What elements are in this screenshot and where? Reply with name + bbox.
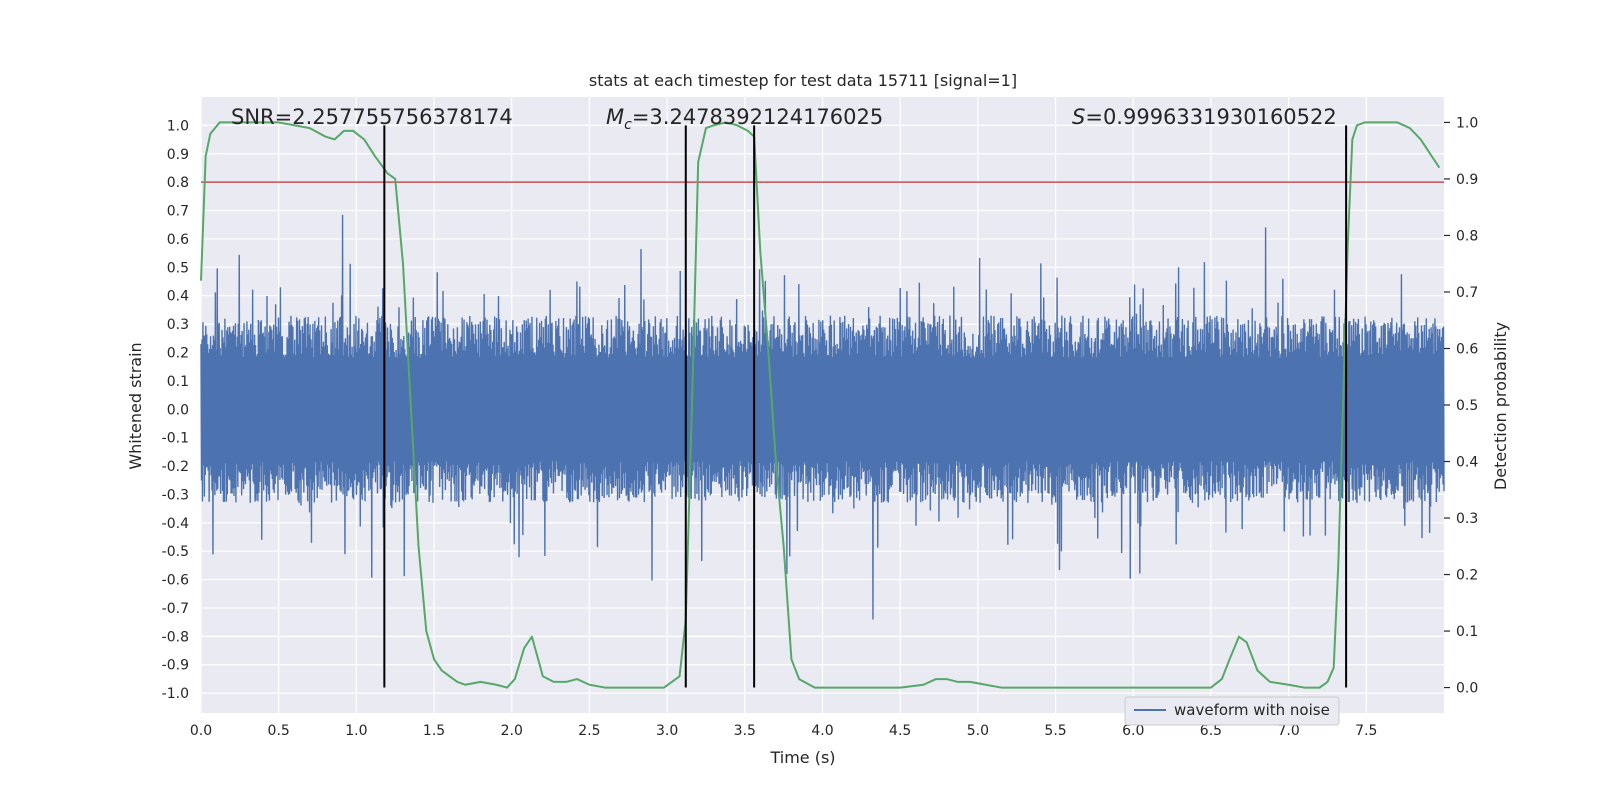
y-tick-label: 0.4: [167, 289, 189, 305]
x-axis-label: Time (s): [769, 748, 835, 767]
x-tick-label: 4.5: [889, 723, 911, 739]
chirp-mass-subscript: c: [624, 117, 632, 133]
y-tick-label: -0.9: [162, 658, 189, 674]
y-axis-ticks: 1.0 0.9 0.8 0.7 0.6 0.5 0.4 0.3 0.2 0.1 0.0 -0.1 -0.…: [162, 118, 189, 702]
y-right-tick-label: 0.5: [1456, 398, 1478, 414]
y-axis-label: Whitened strain: [126, 342, 145, 469]
y-right-tick-label: 0.9: [1456, 172, 1478, 188]
x-tick-label: 6.5: [1200, 723, 1222, 739]
y-right-axis-ticks: 1.0 0.9 0.8 0.7 0.6 0.5 0.4 0.3 0.2 0.1 0.0: [1444, 115, 1478, 697]
chirp-mass-symbol: M: [606, 105, 624, 129]
y-tick-label: 1.0: [167, 118, 189, 134]
y-right-tick-label: 0.0: [1456, 681, 1478, 697]
y-tick-label: -0.7: [162, 601, 189, 617]
x-tick-label: 1.5: [423, 723, 445, 739]
x-tick-label: 5.5: [1044, 723, 1066, 739]
y-tick-label: -0.2: [162, 459, 189, 475]
y-tick-label: -0.3: [162, 487, 189, 503]
chirp-mass-value: =3.2478392124176025: [632, 105, 883, 129]
x-tick-label: 5.0: [967, 723, 989, 739]
y-right-tick-label: 0.1: [1456, 624, 1478, 640]
y-right-tick-label: 0.2: [1456, 568, 1478, 584]
y-tick-label: -0.1: [162, 431, 189, 447]
y-right-tick-label: 0.3: [1456, 511, 1478, 527]
x-tick-label: 0.0: [190, 723, 212, 739]
x-tick-label: 7.0: [1277, 723, 1299, 739]
score-symbol: S: [1072, 105, 1085, 129]
y-right-tick-label: 0.7: [1456, 285, 1478, 301]
x-tick-label: 0.5: [268, 723, 290, 739]
y-right-tick-label: 0.4: [1456, 455, 1478, 471]
y-tick-label: 0.0: [167, 402, 189, 418]
y-right-axis-label: Detection probability: [1491, 322, 1510, 490]
detection-probability-layer: [200, 121, 1441, 689]
waveform-line: [200, 214, 1445, 620]
y-tick-label: -0.4: [162, 516, 189, 532]
y-tick-label: -1.0: [162, 686, 189, 702]
y-tick-label: 0.6: [167, 232, 189, 248]
legend: waveform with noise: [1124, 696, 1340, 726]
x-tick-label: 6.0: [1122, 723, 1144, 739]
y-right-tick-label: 0.8: [1456, 228, 1478, 244]
y-tick-label: -0.6: [162, 573, 189, 589]
waveform-series: [200, 214, 1445, 620]
y-tick-label: -0.5: [162, 544, 189, 560]
event-lines: [383, 125, 1348, 688]
legend-label-waveform: waveform with noise: [1174, 701, 1330, 719]
chart-title: stats at each timestep for test data 157…: [589, 71, 1017, 90]
y-tick-label: 0.1: [167, 374, 189, 390]
x-tick-label: 3.0: [656, 723, 678, 739]
y-right-tick-label: 1.0: [1456, 115, 1478, 131]
score-value: =0.9996331930160522: [1085, 105, 1336, 129]
x-tick-label: 2.5: [578, 723, 600, 739]
y-tick-label: -0.8: [162, 629, 189, 645]
y-tick-label: 0.2: [167, 345, 189, 361]
y-tick-label: 0.7: [167, 204, 189, 220]
x-tick-label: 4.0: [811, 723, 833, 739]
x-tick-label: 3.5: [734, 723, 756, 739]
y-tick-label: 0.3: [167, 317, 189, 333]
x-tick-label: 1.0: [345, 723, 367, 739]
x-tick-label: 7.5: [1355, 723, 1377, 739]
snr-annotation: SNR=2.257755756378174: [231, 105, 513, 129]
x-axis-ticks: 0.0 0.5 1.0 1.5 2.0 2.5 3.0 3.5 4.0 4.5 5.0 5.5 6.0 6…: [190, 723, 1378, 739]
score-annotation: S=0.9996331930160522: [1072, 105, 1337, 129]
x-tick-label: 2.0: [501, 723, 523, 739]
detection-probability-line: [200, 121, 1441, 689]
y-tick-label: 0.5: [167, 260, 189, 276]
y-tick-label: 0.8: [167, 175, 189, 191]
legend-box: [1124, 696, 1340, 726]
chirp-mass-annotation: Mc=3.2478392124176025: [606, 105, 883, 133]
y-right-tick-label: 0.6: [1456, 341, 1478, 357]
y-tick-label: 0.9: [167, 147, 189, 163]
